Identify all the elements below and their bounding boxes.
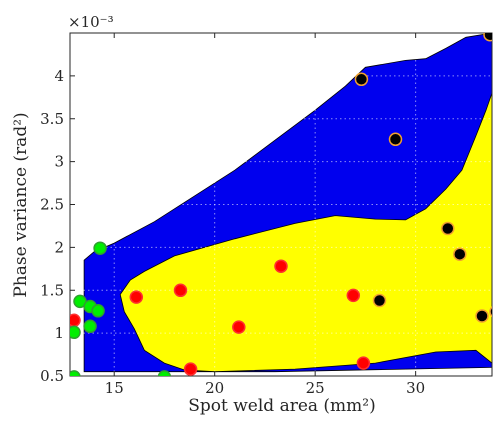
y-tick-label-5: 3 xyxy=(54,153,64,171)
x-tick-labels: 15 20 25 30 xyxy=(105,379,426,397)
axes-frame xyxy=(69,32,493,377)
point-s2-5 xyxy=(70,325,81,340)
point-s2-4 xyxy=(83,319,97,334)
y-tick-label-7: 4 xyxy=(54,67,64,85)
x-tick-label-2: 25 xyxy=(306,379,325,397)
x-tick-label-1: 20 xyxy=(205,379,224,397)
region-1 xyxy=(119,92,492,373)
x-tick-label-0: 15 xyxy=(105,379,124,397)
point-s0-6 xyxy=(475,309,489,323)
y-tick-label-2: 1.5 xyxy=(40,281,64,299)
x-tick-label-3: 30 xyxy=(406,379,425,397)
point-s0-3 xyxy=(441,221,455,236)
point-s1-2 xyxy=(274,259,288,273)
point-s0-4 xyxy=(453,247,467,261)
y-tick-label-6: 3.5 xyxy=(40,110,64,128)
y-tick-label-0: 0.5 xyxy=(40,367,64,385)
point-s2-6 xyxy=(70,370,81,376)
point-s1-6 xyxy=(183,362,198,376)
point-s2-3 xyxy=(91,304,105,318)
point-s1-0 xyxy=(129,290,144,304)
y-axis-label: Phase variance (rad²) xyxy=(11,112,31,297)
point-s0-5 xyxy=(372,293,387,308)
point-s0-7 xyxy=(489,306,492,318)
y-tick-labels: 0.5 1 1.5 2 2.5 3 3.5 4 xyxy=(40,67,64,385)
y-tick-label-4: 2.5 xyxy=(40,196,64,214)
point-s1-4 xyxy=(232,320,246,334)
x-axis-label: Spot weld area (mm²) xyxy=(188,396,376,416)
point-s2-7 xyxy=(157,370,172,376)
data-points xyxy=(70,33,492,376)
y-multiplier-label: ×10⁻³ xyxy=(68,13,114,31)
point-s0-2 xyxy=(483,33,492,42)
point-s1-1 xyxy=(173,283,188,298)
point-s1-3 xyxy=(346,288,361,303)
point-s1-5 xyxy=(356,356,371,370)
point-s0-0 xyxy=(354,72,369,87)
point-s0-1 xyxy=(388,132,403,147)
y-tick-label-3: 2 xyxy=(54,238,64,256)
point-s2-0 xyxy=(93,241,107,255)
y-tick-label-1: 1 xyxy=(54,324,64,342)
